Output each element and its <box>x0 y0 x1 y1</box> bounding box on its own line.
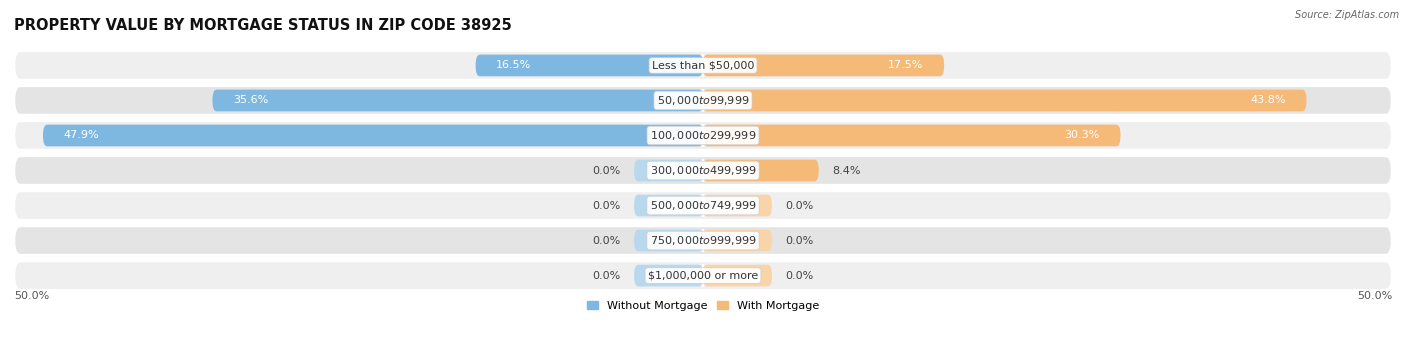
FancyBboxPatch shape <box>634 265 703 286</box>
Text: 0.0%: 0.0% <box>786 236 814 246</box>
Legend: Without Mortgage, With Mortgage: Without Mortgage, With Mortgage <box>582 296 824 315</box>
FancyBboxPatch shape <box>703 55 945 76</box>
Text: $1,000,000 or more: $1,000,000 or more <box>648 270 758 281</box>
Text: 0.0%: 0.0% <box>592 236 620 246</box>
FancyBboxPatch shape <box>634 230 703 251</box>
FancyBboxPatch shape <box>44 124 703 146</box>
Text: 35.6%: 35.6% <box>233 95 269 105</box>
Text: $300,000 to $499,999: $300,000 to $499,999 <box>650 164 756 177</box>
Text: 17.5%: 17.5% <box>889 60 924 71</box>
Text: 0.0%: 0.0% <box>592 165 620 176</box>
FancyBboxPatch shape <box>703 90 1306 111</box>
Text: PROPERTY VALUE BY MORTGAGE STATUS IN ZIP CODE 38925: PROPERTY VALUE BY MORTGAGE STATUS IN ZIP… <box>14 18 512 33</box>
FancyBboxPatch shape <box>703 230 772 251</box>
FancyBboxPatch shape <box>14 121 1392 150</box>
FancyBboxPatch shape <box>212 90 703 111</box>
Text: $50,000 to $99,999: $50,000 to $99,999 <box>657 94 749 107</box>
Text: 0.0%: 0.0% <box>786 201 814 210</box>
FancyBboxPatch shape <box>703 160 818 181</box>
Text: $750,000 to $999,999: $750,000 to $999,999 <box>650 234 756 247</box>
FancyBboxPatch shape <box>14 191 1392 220</box>
Text: 0.0%: 0.0% <box>786 270 814 281</box>
FancyBboxPatch shape <box>14 261 1392 290</box>
FancyBboxPatch shape <box>703 195 772 217</box>
Text: 50.0%: 50.0% <box>1357 291 1392 301</box>
FancyBboxPatch shape <box>14 86 1392 115</box>
Text: 0.0%: 0.0% <box>592 270 620 281</box>
Text: 30.3%: 30.3% <box>1064 131 1099 140</box>
FancyBboxPatch shape <box>14 156 1392 185</box>
FancyBboxPatch shape <box>14 226 1392 255</box>
Text: 0.0%: 0.0% <box>592 201 620 210</box>
FancyBboxPatch shape <box>475 55 703 76</box>
FancyBboxPatch shape <box>634 160 703 181</box>
Text: Source: ZipAtlas.com: Source: ZipAtlas.com <box>1295 10 1399 20</box>
Text: Less than $50,000: Less than $50,000 <box>652 60 754 71</box>
FancyBboxPatch shape <box>14 51 1392 80</box>
FancyBboxPatch shape <box>703 124 1121 146</box>
Text: 43.8%: 43.8% <box>1250 95 1286 105</box>
Text: 50.0%: 50.0% <box>14 291 49 301</box>
Text: $500,000 to $749,999: $500,000 to $749,999 <box>650 199 756 212</box>
FancyBboxPatch shape <box>634 195 703 217</box>
FancyBboxPatch shape <box>703 265 772 286</box>
Text: 47.9%: 47.9% <box>63 131 100 140</box>
Text: 8.4%: 8.4% <box>832 165 860 176</box>
Text: 16.5%: 16.5% <box>496 60 531 71</box>
Text: $100,000 to $299,999: $100,000 to $299,999 <box>650 129 756 142</box>
